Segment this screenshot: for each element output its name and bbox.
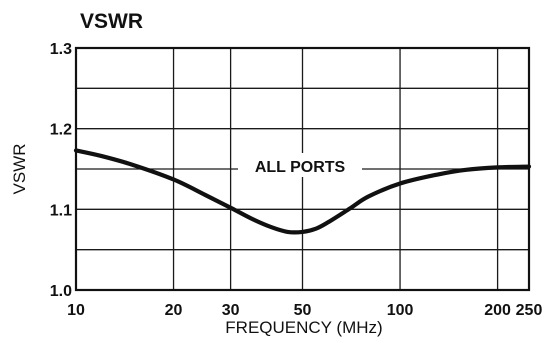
y-tick-label: 1.0: [50, 283, 72, 300]
x-tick-label: 10: [67, 302, 85, 319]
y-tick-label: 1.1: [50, 202, 72, 219]
x-tick-label: 250: [516, 302, 543, 319]
chart-title: VSWR: [80, 10, 143, 33]
annotation-all-ports: ALL PORTS: [255, 159, 346, 176]
x-tick-label: 200: [484, 302, 511, 319]
x-tick-label: 20: [165, 302, 183, 319]
y-tick-label: 1.2: [50, 122, 72, 139]
annotation-background: [238, 153, 362, 177]
x-tick-label: 30: [222, 302, 240, 319]
x-tick-label: 100: [387, 302, 414, 319]
x-tick-labels: 10 20 30 50 100 200 250: [67, 302, 542, 319]
x-tick-label: 50: [294, 302, 312, 319]
y-tick-label: 1.3: [50, 41, 72, 58]
y-axis-label: VSWR: [10, 144, 29, 195]
x-axis-label: FREQUENCY (MHz): [225, 318, 382, 337]
y-tick-labels: 1.0 1.1 1.2 1.3: [50, 41, 72, 300]
series-line-all-ports: [73, 148, 532, 235]
series-layer: [73, 148, 532, 235]
plot-frame: [74, 46, 531, 292]
